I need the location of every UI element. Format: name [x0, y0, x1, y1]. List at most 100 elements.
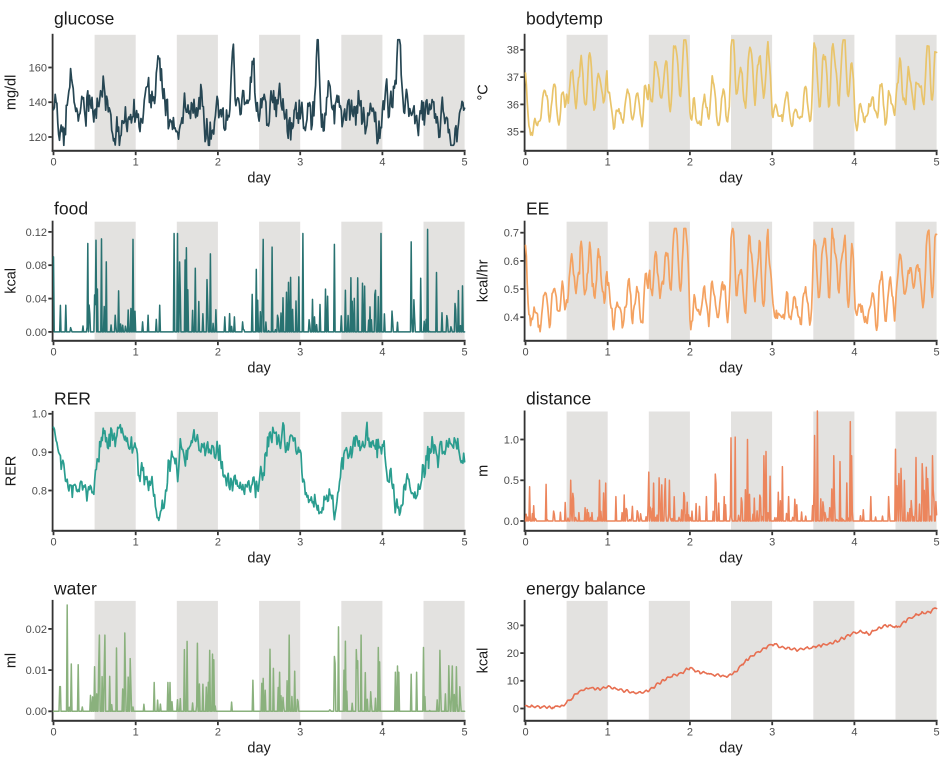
svg-text:35: 35 [507, 127, 519, 139]
svg-text:3: 3 [297, 347, 303, 359]
svg-text:1: 1 [605, 727, 611, 739]
svg-text:2: 2 [215, 157, 221, 169]
svg-text:37: 37 [507, 72, 519, 84]
svg-text:5: 5 [462, 157, 468, 169]
svg-text:2: 2 [215, 537, 221, 549]
svg-text:120: 120 [29, 132, 47, 144]
svg-text:0: 0 [50, 727, 56, 739]
svg-text:1.0: 1.0 [32, 409, 47, 421]
svg-text:5: 5 [462, 727, 468, 739]
svg-text:0.6: 0.6 [504, 256, 519, 268]
svg-text:1: 1 [605, 537, 611, 549]
svg-text:0.7: 0.7 [504, 228, 519, 240]
svg-text:0.0: 0.0 [504, 516, 519, 528]
svg-text:kcal: kcal [4, 268, 20, 294]
svg-text:2: 2 [215, 347, 221, 359]
svg-text:3: 3 [297, 157, 303, 169]
svg-text:1: 1 [133, 537, 139, 549]
svg-text:1: 1 [133, 727, 139, 739]
svg-text:kcal: kcal [476, 648, 492, 674]
svg-text:0.01: 0.01 [26, 665, 47, 677]
svg-text:°C: °C [476, 84, 492, 100]
svg-text:0.4: 0.4 [504, 312, 519, 324]
svg-text:2: 2 [687, 727, 693, 739]
svg-text:energy balance: energy balance [526, 578, 646, 598]
svg-text:3: 3 [769, 157, 775, 169]
svg-text:5: 5 [462, 347, 468, 359]
svg-text:0.02: 0.02 [26, 624, 47, 636]
svg-text:4: 4 [851, 347, 857, 359]
svg-text:day: day [719, 551, 743, 567]
svg-text:4: 4 [379, 157, 385, 169]
svg-text:day: day [247, 171, 271, 187]
svg-text:5: 5 [934, 537, 940, 549]
svg-text:5: 5 [934, 157, 940, 169]
svg-text:5: 5 [934, 347, 940, 359]
svg-text:mg/dl: mg/dl [4, 75, 20, 110]
svg-text:1: 1 [605, 347, 611, 359]
svg-text:day: day [247, 551, 271, 567]
svg-text:bodytemp: bodytemp [526, 8, 603, 28]
svg-text:2: 2 [687, 347, 693, 359]
svg-text:water: water [53, 578, 97, 598]
svg-text:0.5: 0.5 [504, 475, 519, 487]
svg-text:3: 3 [769, 727, 775, 739]
svg-text:RER: RER [4, 456, 20, 487]
svg-text:0: 0 [522, 727, 528, 739]
svg-text:1.0: 1.0 [504, 434, 519, 446]
svg-text:0.04: 0.04 [26, 294, 47, 306]
svg-text:0: 0 [50, 157, 56, 169]
svg-text:RER: RER [54, 388, 91, 408]
svg-text:3: 3 [769, 347, 775, 359]
svg-text:140: 140 [29, 97, 47, 109]
svg-text:0.00: 0.00 [26, 706, 47, 718]
svg-text:10: 10 [507, 676, 519, 688]
svg-text:160: 160 [29, 62, 47, 74]
svg-text:4: 4 [851, 537, 857, 549]
svg-text:20: 20 [507, 648, 519, 660]
svg-text:2: 2 [687, 157, 693, 169]
svg-text:day: day [719, 361, 743, 377]
svg-text:day: day [247, 741, 271, 757]
svg-text:distance: distance [526, 388, 591, 408]
svg-text:glucose: glucose [54, 8, 114, 28]
svg-text:food: food [54, 198, 88, 218]
svg-text:1: 1 [133, 347, 139, 359]
svg-text:0.08: 0.08 [26, 260, 47, 272]
svg-text:0: 0 [50, 347, 56, 359]
svg-text:38: 38 [507, 45, 519, 57]
svg-text:0: 0 [522, 347, 528, 359]
svg-text:m: m [476, 465, 492, 477]
svg-text:0: 0 [522, 537, 528, 549]
svg-text:3: 3 [297, 727, 303, 739]
svg-text:day: day [247, 361, 271, 377]
svg-text:0.8: 0.8 [32, 485, 47, 497]
svg-text:EE: EE [526, 198, 549, 218]
svg-text:2: 2 [687, 537, 693, 549]
svg-text:0: 0 [50, 537, 56, 549]
svg-text:36: 36 [507, 99, 519, 111]
svg-text:0: 0 [513, 703, 519, 715]
svg-text:0.00: 0.00 [26, 327, 47, 339]
svg-text:1: 1 [133, 157, 139, 169]
svg-text:0.9: 0.9 [32, 447, 47, 459]
svg-text:30: 30 [507, 620, 519, 632]
svg-text:4: 4 [851, 157, 857, 169]
svg-text:day: day [719, 171, 743, 187]
svg-text:3: 3 [297, 537, 303, 549]
svg-text:0: 0 [522, 157, 528, 169]
svg-text:4: 4 [379, 537, 385, 549]
svg-text:1: 1 [605, 157, 611, 169]
svg-text:0.5: 0.5 [504, 284, 519, 296]
svg-text:0.12: 0.12 [26, 227, 47, 239]
svg-text:5: 5 [462, 537, 468, 549]
svg-text:4: 4 [379, 727, 385, 739]
svg-text:kcal/hr: kcal/hr [476, 259, 492, 302]
svg-text:day: day [719, 741, 743, 757]
svg-text:5: 5 [934, 727, 940, 739]
svg-text:4: 4 [379, 347, 385, 359]
svg-text:4: 4 [851, 727, 857, 739]
svg-text:3: 3 [769, 537, 775, 549]
svg-text:2: 2 [215, 727, 221, 739]
svg-text:ml: ml [4, 653, 20, 668]
